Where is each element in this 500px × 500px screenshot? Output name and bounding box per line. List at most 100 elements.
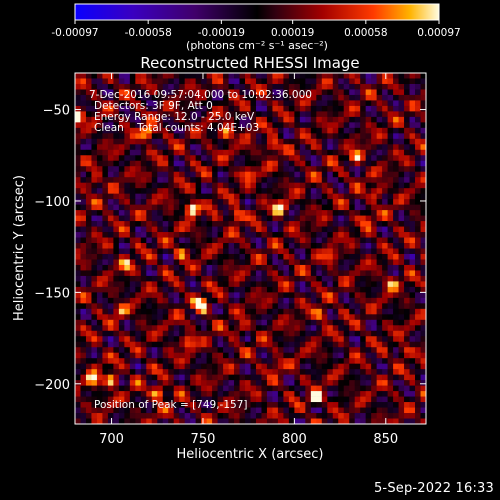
heatmap-pixel <box>310 336 317 343</box>
heatmap-pixel <box>343 199 350 205</box>
heatmap-pixel <box>321 166 328 173</box>
heatmap-pixel <box>113 292 120 299</box>
heatmap-pixel <box>299 177 306 183</box>
heatmap-pixel <box>310 363 317 370</box>
heatmap-pixel <box>409 193 416 200</box>
heatmap-pixel <box>354 100 361 107</box>
heatmap-pixel <box>261 369 268 375</box>
heatmap-pixel <box>162 155 169 162</box>
heatmap-pixel <box>294 100 301 107</box>
heatmap-pixel <box>294 303 301 310</box>
heatmap-pixel <box>255 286 262 293</box>
heatmap-pixel <box>288 325 295 332</box>
heatmap-pixel <box>146 232 153 238</box>
heatmap-pixel <box>387 116 394 123</box>
heatmap-pixel <box>239 281 246 288</box>
heatmap-pixel <box>338 204 345 211</box>
heatmap-pixel <box>146 369 153 375</box>
heatmap-pixel <box>129 166 136 173</box>
heatmap-pixel <box>217 204 224 211</box>
heatmap-pixel <box>393 237 399 244</box>
heatmap-pixel <box>162 292 169 299</box>
heatmap-pixel <box>283 391 290 397</box>
heatmap-pixel <box>151 363 158 370</box>
heatmap-pixel <box>245 369 251 375</box>
heatmap-pixel <box>140 341 147 348</box>
heatmap-pixel <box>239 380 246 386</box>
heatmap-pixel <box>107 171 114 178</box>
heatmap-pixel <box>107 188 114 194</box>
heatmap-pixel <box>129 264 136 271</box>
heatmap-pixel <box>277 292 284 299</box>
heatmap-pixel <box>415 237 421 244</box>
heatmap-pixel <box>398 319 405 326</box>
heatmap-pixel <box>387 314 394 321</box>
heatmap-pixel <box>316 127 323 134</box>
heatmap-pixel <box>277 253 284 260</box>
heatmap-pixel <box>228 215 235 222</box>
heatmap-pixel <box>179 374 185 381</box>
heatmap-pixel <box>168 221 175 227</box>
heatmap-pixel <box>376 374 383 381</box>
heatmap-pixel <box>217 122 224 129</box>
heatmap-pixel <box>228 292 235 299</box>
heatmap-pixel <box>206 347 213 353</box>
heatmap-pixel <box>118 83 125 90</box>
heatmap-pixel <box>245 380 251 386</box>
heatmap-pixel <box>118 171 125 178</box>
heatmap-pixel <box>277 281 284 288</box>
heatmap-pixel <box>151 221 158 227</box>
heatmap-pixel <box>338 380 345 386</box>
heatmap-pixel <box>228 374 235 381</box>
heatmap-pixel <box>206 259 213 266</box>
heatmap-pixel <box>102 358 109 364</box>
heatmap-pixel <box>382 385 388 392</box>
heatmap-pixel <box>146 248 153 255</box>
heatmap-pixel <box>118 292 125 299</box>
heatmap-pixel <box>228 122 235 129</box>
heatmap-pixel <box>140 352 147 359</box>
heatmap-pixel <box>409 385 416 392</box>
heatmap-pixel <box>146 391 153 397</box>
heatmap-pixel <box>343 330 350 337</box>
heatmap-pixel <box>365 391 372 397</box>
heatmap-pixel <box>404 100 410 107</box>
heatmap-pixel <box>201 286 207 293</box>
heatmap-pixel <box>288 94 295 101</box>
heatmap-pixel <box>129 111 136 118</box>
heatmap-pixel <box>321 199 328 205</box>
heatmap-pixel <box>382 232 388 238</box>
heatmap-pixel <box>332 396 339 403</box>
heatmap-pixel <box>398 363 405 370</box>
heatmap-pixel <box>239 275 246 282</box>
heatmap-pixel <box>261 155 268 162</box>
heatmap-pixel <box>151 122 158 129</box>
heatmap-pixel <box>102 127 109 134</box>
heatmap-pixel <box>190 363 196 370</box>
heatmap-pixel <box>398 286 405 293</box>
heatmap-pixel <box>316 297 323 304</box>
heatmap-pixel <box>398 105 405 112</box>
heatmap-pixel <box>195 177 202 183</box>
heatmap-pixel <box>277 215 284 222</box>
heatmap-pixel <box>146 116 153 123</box>
heatmap-pixel <box>184 336 191 343</box>
heatmap-pixel <box>349 89 355 96</box>
heatmap-pixel <box>146 330 153 337</box>
heatmap-pixel <box>173 155 180 162</box>
heatmap-pixel <box>80 232 87 238</box>
heatmap-pixel <box>250 286 257 293</box>
heatmap-pixel <box>327 149 334 156</box>
heatmap-pixel <box>239 374 246 381</box>
heatmap-pixel <box>85 171 92 178</box>
heatmap-pixel <box>360 270 366 277</box>
heatmap-pixel <box>261 336 268 343</box>
heatmap-pixel <box>415 166 421 173</box>
heatmap-pixel <box>321 358 328 364</box>
heatmap-pixel <box>343 155 350 162</box>
heatmap-pixel <box>332 352 339 359</box>
heatmap-pixel <box>283 78 290 85</box>
heatmap-pixel <box>107 237 114 244</box>
heatmap-pixel <box>151 336 158 343</box>
heatmap-pixel <box>173 160 180 167</box>
